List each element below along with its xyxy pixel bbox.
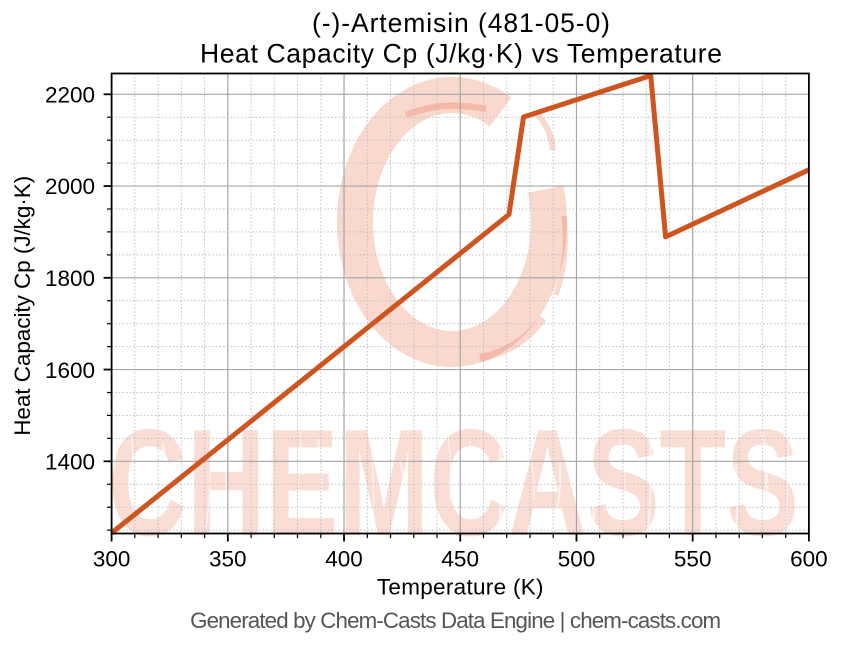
svg-text:1400: 1400 [45, 450, 95, 475]
svg-text:2200: 2200 [45, 83, 95, 108]
svg-text:(-)-Artemisin (481-05-0): (-)-Artemisin (481-05-0) [312, 8, 610, 38]
svg-text:450: 450 [441, 547, 479, 572]
svg-text:Generated by Chem-Casts Data E: Generated by Chem-Casts Data Engine | ch… [190, 608, 721, 633]
svg-text:2000: 2000 [45, 174, 95, 199]
svg-text:Heat Capacity Cp (J/kg·K) vs T: Heat Capacity Cp (J/kg·K) vs Temperature [200, 39, 722, 69]
svg-text:Heat Capacity Cp (J/kg·K): Heat Capacity Cp (J/kg·K) [10, 176, 35, 436]
svg-text:300: 300 [93, 547, 131, 572]
svg-text:550: 550 [674, 547, 712, 572]
svg-text:Temperature (K): Temperature (K) [377, 575, 544, 600]
svg-text:400: 400 [325, 547, 363, 572]
svg-text:600: 600 [790, 547, 828, 572]
svg-text:CHEMCASTS: CHEMCASTS [108, 398, 799, 568]
svg-text:1800: 1800 [45, 266, 95, 291]
svg-text:1600: 1600 [45, 358, 95, 383]
svg-text:500: 500 [558, 547, 596, 572]
svg-text:350: 350 [209, 547, 247, 572]
